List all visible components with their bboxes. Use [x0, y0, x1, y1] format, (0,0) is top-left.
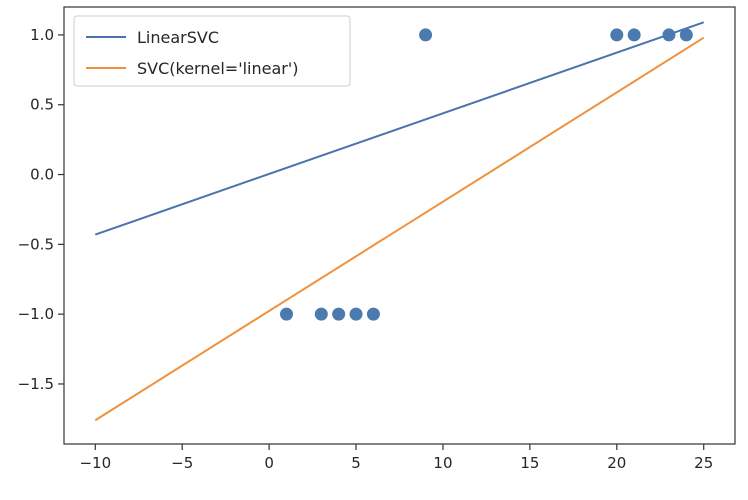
data-point [610, 28, 624, 42]
legend-label-linearsvc: LinearSVC [137, 28, 219, 47]
data-point [366, 307, 380, 321]
data-point [662, 28, 676, 42]
y-tick-label: −1.0 [18, 305, 54, 323]
x-tick-label: 5 [351, 454, 361, 472]
y-tick-label: 1.0 [30, 26, 54, 44]
series-line-0 [94, 21, 705, 236]
x-tick-label: 0 [264, 454, 274, 472]
x-tick-label: −5 [171, 454, 193, 472]
data-points [280, 28, 693, 321]
y-axis-ticks: 1.0 0.5 0.0 −0.5 −1.0 −1.5 [18, 26, 64, 393]
y-tick-label: −0.5 [18, 235, 54, 253]
legend: LinearSVC SVC(kernel='linear') [73, 15, 351, 87]
x-axis-ticks: −10 −5 0 5 10 15 20 25 [79, 444, 713, 472]
data-point [349, 307, 363, 321]
plot-frame [63, 6, 736, 445]
series-line-1 [94, 36, 705, 422]
data-point [679, 28, 693, 42]
x-tick-label: 15 [520, 454, 539, 472]
data-point [419, 28, 433, 42]
x-tick-label: −10 [79, 454, 111, 472]
y-tick-label: −1.5 [18, 375, 54, 393]
data-point [627, 28, 641, 42]
legend-box [73, 15, 351, 87]
x-tick-label: 10 [433, 454, 452, 472]
data-point [314, 307, 328, 321]
y-tick-label: 0.0 [30, 166, 54, 184]
legend-label-svc-linear: SVC(kernel='linear') [137, 59, 298, 78]
data-point [332, 307, 346, 321]
x-tick-label: 25 [694, 454, 713, 472]
data-point [280, 307, 294, 321]
y-tick-label: 0.5 [30, 96, 54, 114]
x-tick-label: 20 [607, 454, 626, 472]
series-lines [94, 21, 705, 422]
